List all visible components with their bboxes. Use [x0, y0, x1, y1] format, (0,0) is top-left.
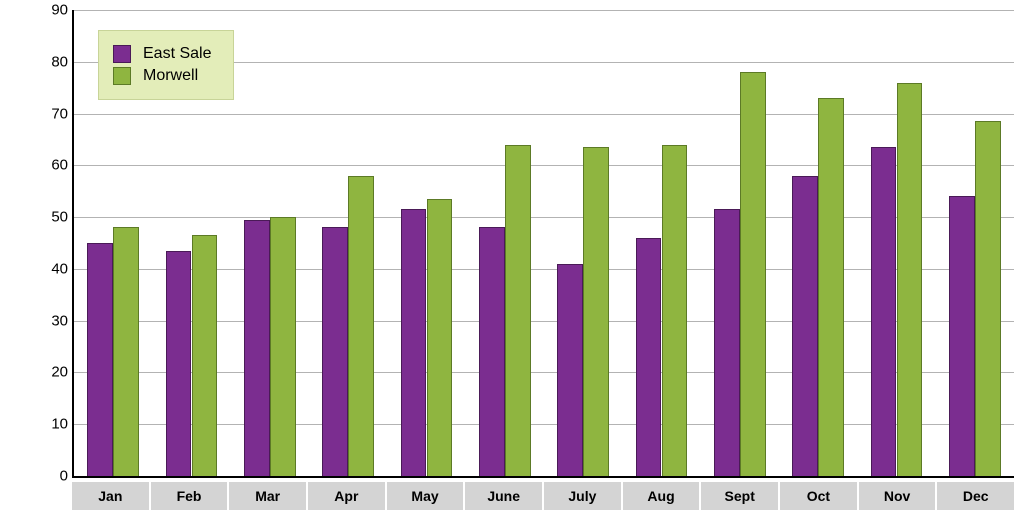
x-tick-label: Jan	[72, 482, 151, 510]
legend-swatch-icon	[113, 45, 131, 63]
bar	[740, 72, 766, 476]
x-tick-label: Nov	[859, 482, 938, 510]
y-tick-label: 50	[51, 209, 74, 226]
bar	[479, 227, 505, 476]
y-tick-label: 20	[51, 364, 74, 381]
legend-label: Morwell	[143, 67, 198, 85]
bar	[871, 147, 897, 476]
bar	[897, 83, 923, 477]
y-tick-label: 40	[51, 260, 74, 277]
x-tick-label: Oct	[780, 482, 859, 510]
bar	[557, 264, 583, 476]
x-tick-label: Mar	[229, 482, 308, 510]
x-tick-label: Dec	[937, 482, 1014, 510]
legend: East Sale Morwell	[98, 30, 234, 100]
bar	[348, 176, 374, 476]
bar	[505, 145, 531, 476]
bar	[662, 145, 688, 476]
bar	[583, 147, 609, 476]
x-tick-label: May	[387, 482, 466, 510]
y-tick-label: 60	[51, 157, 74, 174]
bar	[792, 176, 818, 476]
bar	[975, 121, 1001, 476]
y-tick-label: 10	[51, 416, 74, 433]
bar	[322, 227, 348, 476]
bar	[818, 98, 844, 476]
bar	[87, 243, 113, 476]
y-tick-label: 30	[51, 312, 74, 329]
legend-swatch-icon	[113, 67, 131, 85]
bar	[714, 209, 740, 476]
bar	[192, 235, 218, 476]
x-tick-label: Aug	[623, 482, 702, 510]
y-tick-label: 80	[51, 53, 74, 70]
x-tick-label: Feb	[151, 482, 230, 510]
legend-item-east-sale: East Sale	[113, 45, 211, 63]
x-tick-label: Apr	[308, 482, 387, 510]
x-tick-label: July	[544, 482, 623, 510]
x-tick-label: June	[465, 482, 544, 510]
bar	[244, 220, 270, 476]
bar	[270, 217, 296, 476]
bar	[427, 199, 453, 476]
bar	[166, 251, 192, 476]
y-tick-label: 70	[51, 105, 74, 122]
bar	[949, 196, 975, 476]
x-tick-label: Sept	[701, 482, 780, 510]
bar	[636, 238, 662, 476]
bar	[113, 227, 139, 476]
rainfall-chart: Mean monthly rainfall (mm) 0102030405060…	[0, 0, 1024, 516]
y-tick-label: 90	[51, 2, 74, 19]
legend-label: East Sale	[143, 45, 211, 63]
x-axis: JanFebMarAprMayJuneJulyAugSeptOctNovDec	[72, 480, 1014, 510]
legend-item-morwell: Morwell	[113, 67, 211, 85]
bar	[401, 209, 427, 476]
